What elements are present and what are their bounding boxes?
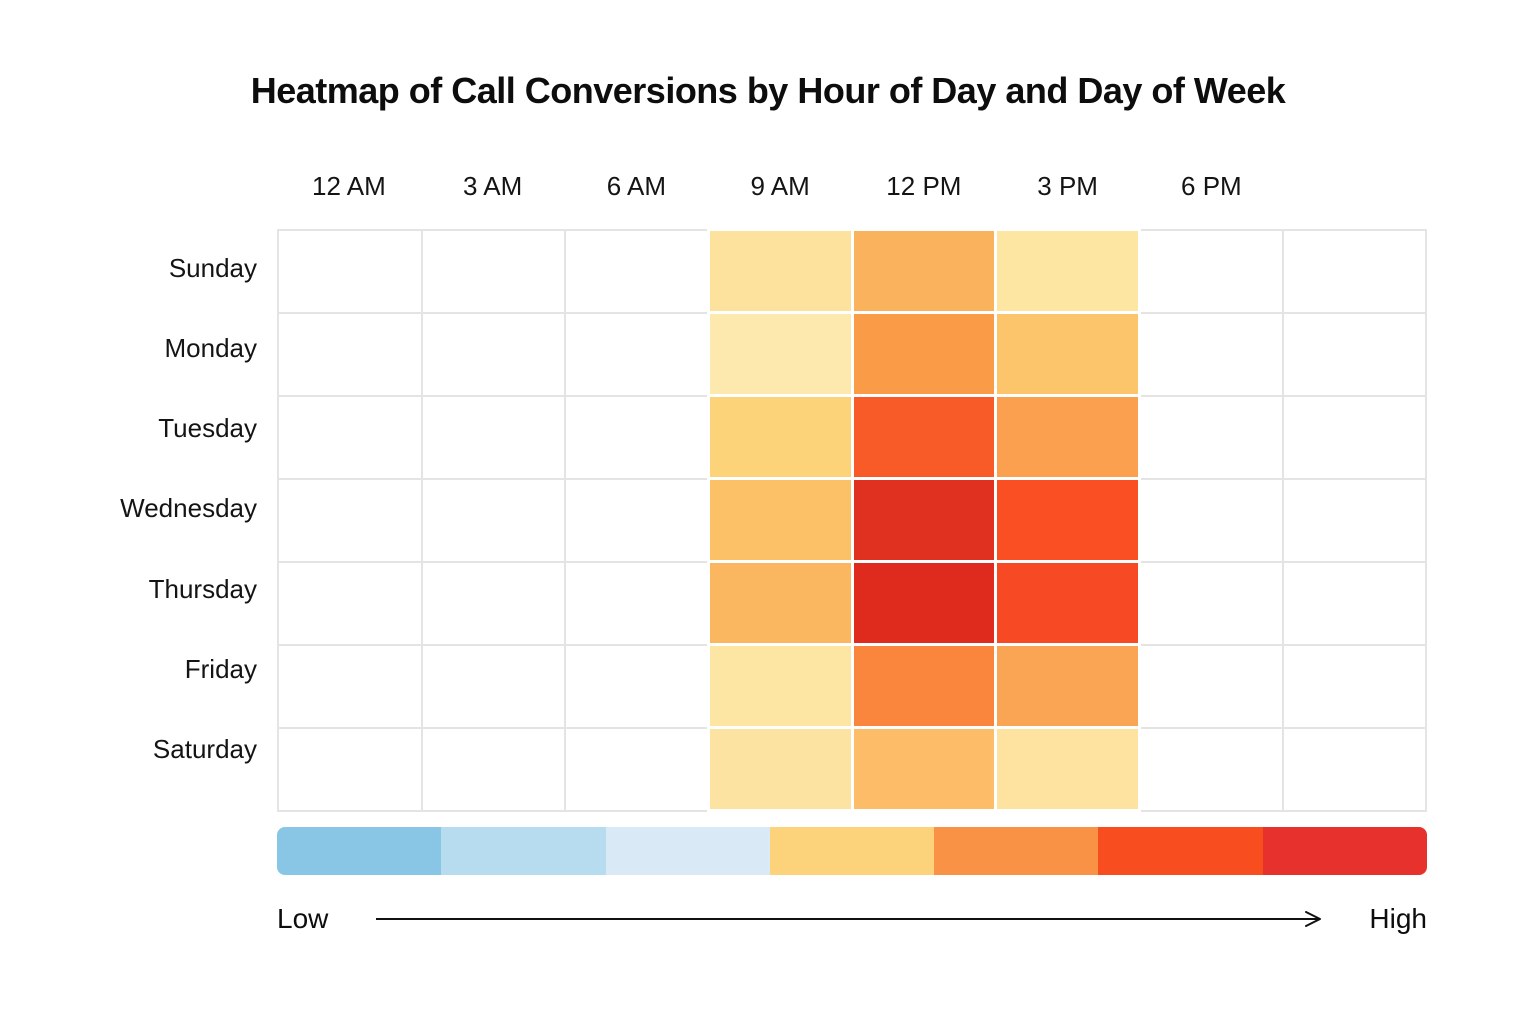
- heatmap-cell: [707, 311, 854, 397]
- heatmap-cell: [994, 394, 1141, 480]
- heatmap-cell: [707, 726, 854, 812]
- heatmap-cell: [850, 726, 997, 812]
- heatmap-row: [277, 477, 1427, 563]
- x-tick-label: 12 PM: [886, 171, 962, 201]
- x-tick-label: 3 AM: [463, 171, 523, 201]
- heatmap-cell-empty: [277, 477, 423, 563]
- x-tick-label: 6 PM: [1181, 171, 1242, 201]
- heatmap-cell-empty: [420, 228, 566, 314]
- heatmap-row: [277, 228, 1427, 314]
- heatmap-cell-empty: [564, 560, 710, 646]
- y-tick-label: Sunday: [168, 252, 257, 283]
- legend-segment: [441, 827, 606, 875]
- y-tick-label: Monday: [164, 332, 258, 363]
- heatmap-cell-empty: [564, 394, 710, 480]
- heatmap-cell-empty: [564, 311, 710, 397]
- heatmap-cell-empty: [1138, 311, 1284, 397]
- heatmap-cell-empty: [420, 560, 566, 646]
- heatmap-row: [277, 394, 1427, 480]
- legend-segment: [605, 827, 770, 875]
- heatmap-cell-empty: [277, 394, 423, 480]
- legend-segment: [1262, 827, 1427, 875]
- heatmap-cell: [994, 643, 1141, 729]
- heatmap-row: [277, 311, 1427, 397]
- legend-segment: [277, 827, 442, 875]
- color-legend-bar: [277, 827, 1427, 875]
- heatmap-cell-empty: [277, 643, 423, 729]
- x-tick-label: [1283, 168, 1427, 204]
- heatmap-cell-empty: [420, 477, 566, 563]
- heatmap-row: [277, 726, 1427, 812]
- legend-segment: [934, 827, 1099, 875]
- low-to-high-arrow-icon: [375, 911, 1321, 927]
- heatmap-cell: [850, 311, 997, 397]
- y-tick-label: Thursday: [148, 573, 257, 604]
- x-tick-label: 6 AM: [606, 171, 666, 201]
- heatmap-cell-empty: [420, 726, 566, 812]
- heatmap-cell: [707, 394, 854, 480]
- legend-segment: [769, 827, 935, 875]
- x-tick-label: 3 PM: [1037, 171, 1098, 201]
- heatmap-cell-empty: [1281, 394, 1427, 480]
- heatmap-cell-empty: [277, 560, 423, 646]
- heatmap-cell-empty: [420, 311, 566, 397]
- heatmap-cell-empty: [1138, 228, 1284, 314]
- legend-segment: [1098, 827, 1263, 875]
- heatmap-cell-empty: [1281, 311, 1427, 397]
- heatmap-cell: [850, 228, 997, 314]
- chart-title: Heatmap of Call Conversions by Hour of D…: [250, 70, 1286, 111]
- heatmap-cell: [707, 643, 854, 729]
- heatmap-cell: [994, 560, 1141, 646]
- heatmap-cell-empty: [1138, 560, 1284, 646]
- heatmap-cell-empty: [1138, 643, 1284, 729]
- heatmap-cell-empty: [277, 726, 423, 812]
- y-tick-label: Tuesday: [158, 413, 257, 444]
- heatmap-cell-empty: [277, 228, 423, 314]
- legend-scale: Low High: [277, 898, 1427, 940]
- heatmap-cell-empty: [1138, 394, 1284, 480]
- heatmap-cell-empty: [1138, 726, 1284, 812]
- heatmap-cell-empty: [1281, 643, 1427, 729]
- heatmap-cell: [707, 477, 854, 563]
- heatmap-cell: [994, 311, 1141, 397]
- x-axis-labels: 12 AM 3 AM 6 AM 9 AM 12 PM 3 PM 6 PM: [277, 168, 1427, 204]
- heatmap-cell-empty: [277, 311, 423, 397]
- heatmap-cell-empty: [1138, 477, 1284, 563]
- heatmap-cell-empty: [1281, 560, 1427, 646]
- y-tick-label: Wednesday: [120, 493, 257, 524]
- heatmap-cell: [850, 477, 997, 563]
- heatmap-cell: [994, 477, 1141, 563]
- heatmap-cell: [707, 560, 854, 646]
- heatmap-cell: [850, 394, 997, 480]
- heatmap-row: [277, 643, 1427, 729]
- heatmap-row: [277, 560, 1427, 646]
- x-tick-label: 12 AM: [312, 171, 386, 201]
- legend-low-label: Low: [277, 903, 329, 934]
- x-tick-label: 9 AM: [750, 171, 810, 201]
- y-tick-label: Saturday: [152, 734, 257, 765]
- legend-high-label: High: [1369, 903, 1427, 934]
- heatmap-cell-empty: [1281, 228, 1427, 314]
- y-axis-labels: Sunday Monday Tuesday Wednesday Thursday Frid…: [0, 228, 257, 790]
- heatmap-cell-empty: [564, 643, 710, 729]
- heatmap-cell-empty: [564, 228, 710, 314]
- heatmap-cell-empty: [564, 477, 710, 563]
- heatmap-cell: [994, 726, 1141, 812]
- heatmap-cell-empty: [564, 726, 710, 812]
- heatmap-cell-empty: [1281, 477, 1427, 563]
- heatmap-cell-empty: [420, 394, 566, 480]
- heatmap-grid: [277, 228, 1427, 812]
- heatmap-cell: [850, 643, 997, 729]
- heatmap-cell: [994, 228, 1141, 314]
- heatmap-cell: [707, 228, 854, 314]
- heatmap-cell-empty: [1281, 726, 1427, 812]
- heatmap-cell: [850, 560, 997, 646]
- heatmap-cell-empty: [420, 643, 566, 729]
- y-tick-label: Friday: [184, 654, 257, 685]
